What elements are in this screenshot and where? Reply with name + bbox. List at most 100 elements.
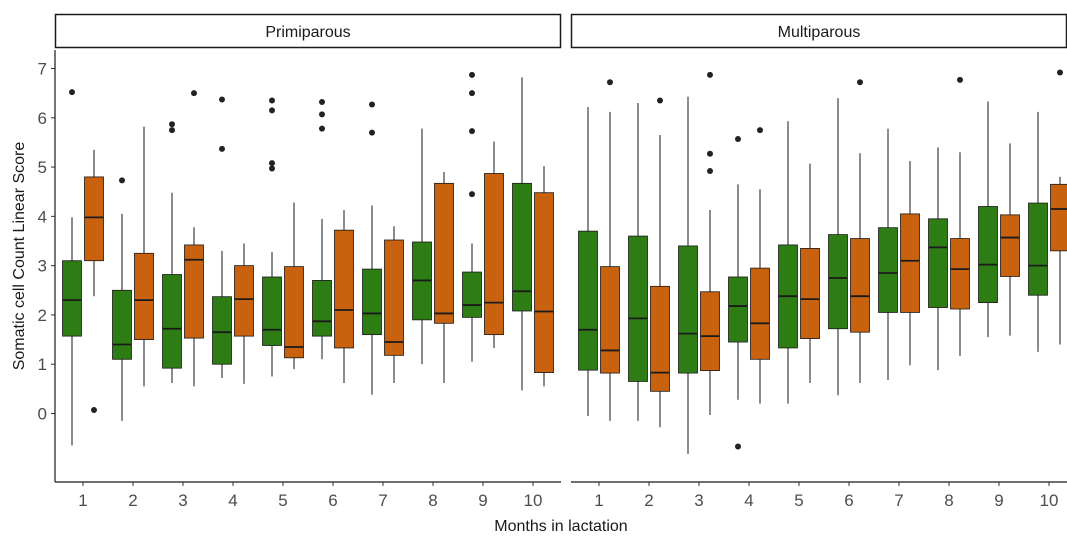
outlier-point xyxy=(319,126,325,132)
outlier-point xyxy=(169,121,175,127)
outlier-point xyxy=(707,72,713,78)
y-tick-label: 3 xyxy=(38,257,47,276)
iqr-box xyxy=(235,266,254,336)
iqr-box xyxy=(435,183,454,323)
box-green-7 xyxy=(363,101,382,394)
x-tick-label: 8 xyxy=(944,491,953,510)
iqr-box xyxy=(285,267,304,358)
outlier-point xyxy=(469,191,475,197)
box-green-9 xyxy=(979,102,998,338)
iqr-box xyxy=(363,269,382,335)
x-tick-label: 6 xyxy=(844,491,853,510)
x-tick-label: 10 xyxy=(524,491,543,510)
outlier-point xyxy=(735,444,741,450)
x-axis-title: Months in lactation xyxy=(494,518,627,535)
x-tick-label: 3 xyxy=(178,491,187,510)
x-tick-label: 6 xyxy=(328,491,337,510)
x-tick-label: 1 xyxy=(78,491,87,510)
box-green-6 xyxy=(829,98,848,395)
iqr-box xyxy=(213,297,232,365)
outlier-point xyxy=(319,111,325,117)
iqr-box xyxy=(929,219,948,308)
box-green-10 xyxy=(1029,112,1048,352)
box-orange-5 xyxy=(285,203,304,370)
x-tick-label: 8 xyxy=(428,491,437,510)
box-green-9 xyxy=(463,72,482,362)
box-orange-6 xyxy=(851,79,870,383)
outlier-point xyxy=(707,151,713,157)
outlier-point xyxy=(1057,69,1063,75)
outlier-point xyxy=(657,98,663,104)
iqr-box xyxy=(951,239,970,309)
iqr-box xyxy=(651,286,670,391)
outlier-point xyxy=(169,127,175,133)
box-green-5 xyxy=(263,98,282,377)
iqr-box xyxy=(579,231,598,370)
box-green-2 xyxy=(113,177,132,421)
iqr-box xyxy=(629,236,648,381)
iqr-box xyxy=(335,230,354,348)
box-orange-8 xyxy=(951,77,970,356)
outlier-point xyxy=(269,160,275,166)
x-tick-label: 5 xyxy=(278,491,287,510)
outlier-point xyxy=(91,407,97,413)
strip-label: Multiparous xyxy=(778,24,861,41)
iqr-box xyxy=(829,235,848,329)
outlier-point xyxy=(369,130,375,136)
iqr-box xyxy=(679,246,698,373)
x-tick-label: 7 xyxy=(894,491,903,510)
iqr-box xyxy=(1001,215,1020,277)
iqr-box xyxy=(1029,203,1048,295)
box-orange-5 xyxy=(801,164,820,383)
box-orange-7 xyxy=(385,226,404,383)
iqr-box xyxy=(901,214,920,313)
x-tick-label: 9 xyxy=(478,491,487,510)
box-orange-10 xyxy=(1051,69,1067,344)
iqr-box xyxy=(485,173,504,334)
box-green-4 xyxy=(213,97,232,378)
iqr-box xyxy=(729,277,748,342)
box-green-5 xyxy=(779,121,798,403)
outlier-point xyxy=(269,166,275,172)
outlier-point xyxy=(957,77,963,83)
iqr-box xyxy=(385,240,404,355)
box-orange-3 xyxy=(701,72,720,415)
y-tick-label: 7 xyxy=(38,60,47,79)
iqr-box xyxy=(751,268,770,359)
iqr-box xyxy=(801,248,820,338)
outlier-point xyxy=(757,127,763,133)
outlier-point xyxy=(319,99,325,105)
box-green-10 xyxy=(513,77,532,390)
iqr-box xyxy=(535,193,554,373)
x-tick-label: 5 xyxy=(794,491,803,510)
box-orange-1 xyxy=(601,79,620,421)
outlier-point xyxy=(219,146,225,152)
outlier-point xyxy=(119,177,125,183)
iqr-box xyxy=(85,177,104,261)
x-tick-label: 2 xyxy=(128,491,137,510)
iqr-box xyxy=(601,267,620,373)
outlier-point xyxy=(735,136,741,142)
box-orange-9 xyxy=(485,141,504,348)
iqr-box xyxy=(313,280,332,336)
iqr-box xyxy=(163,275,182,369)
y-tick-label: 2 xyxy=(38,306,47,325)
box-orange-3 xyxy=(185,90,204,386)
outlier-point xyxy=(69,89,75,95)
box-green-6 xyxy=(313,99,332,359)
outlier-point xyxy=(469,72,475,78)
iqr-box xyxy=(701,292,720,371)
box-green-8 xyxy=(929,147,948,370)
box-green-2 xyxy=(629,103,648,421)
outlier-point xyxy=(219,97,225,103)
x-tick-label: 2 xyxy=(644,491,653,510)
x-tick-label: 4 xyxy=(744,491,753,510)
box-orange-4 xyxy=(235,243,254,383)
outlier-point xyxy=(269,98,275,104)
box-orange-4 xyxy=(751,127,770,404)
x-tick-label: 7 xyxy=(378,491,387,510)
